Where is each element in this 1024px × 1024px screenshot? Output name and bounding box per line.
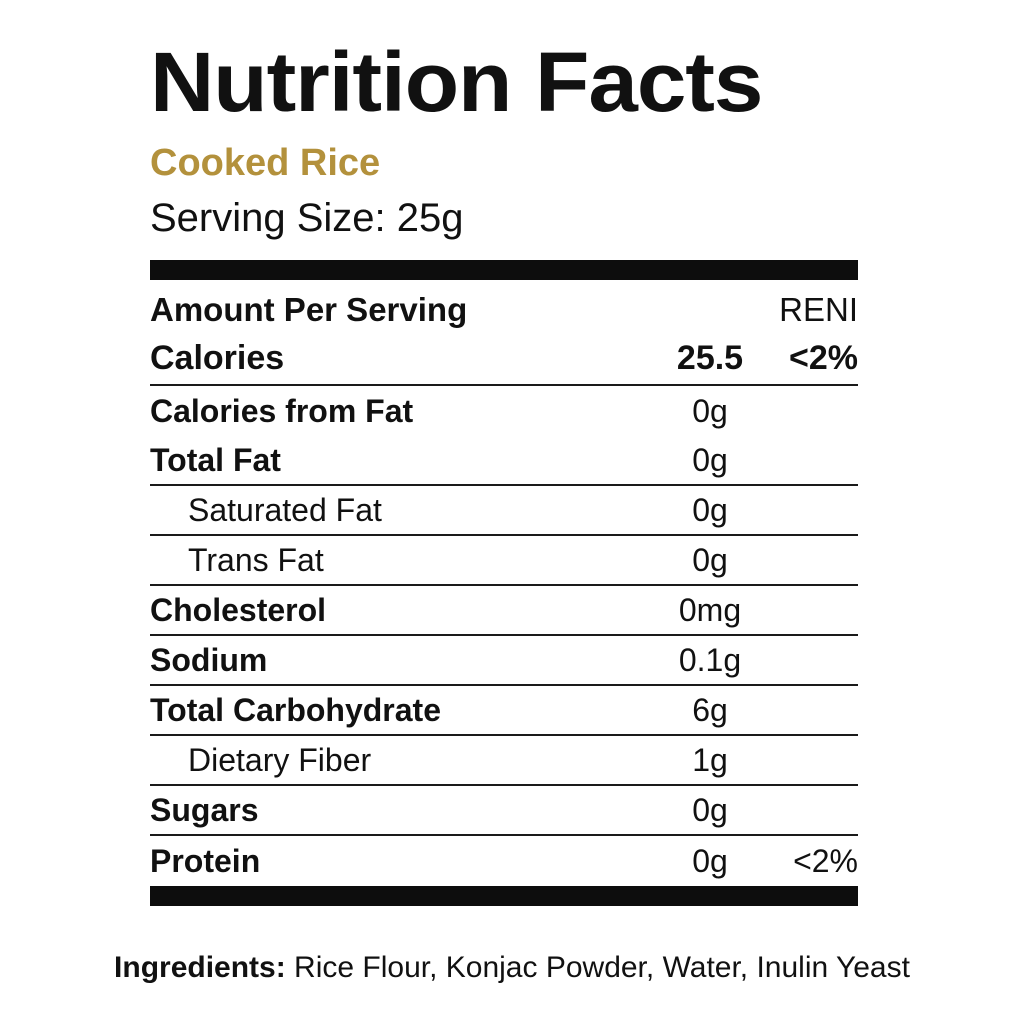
serving-size-text: Serving Size: 25g xyxy=(150,196,464,240)
page-title: Nutrition Facts xyxy=(150,35,763,129)
amount-per-serving-label: Amount Per Serving xyxy=(150,290,468,328)
table-row-calories-from-fat: Calories from Fat 0g xyxy=(150,386,858,436)
nutrient-value: 0mg xyxy=(678,592,742,628)
calories-row: Calories 25.5 <2% xyxy=(150,332,858,386)
table-header-row: Amount Per Serving RENI xyxy=(150,280,858,332)
nutrient-value: 0g xyxy=(692,393,728,429)
nutrient-label: Sodium xyxy=(150,642,268,678)
table-row-total-fat: Total Fat 0g xyxy=(150,436,858,486)
table-row-trans-fat: Trans Fat 0g xyxy=(150,536,858,586)
top-divider-bar xyxy=(150,260,858,280)
nutrient-value: 0g xyxy=(692,442,728,478)
product-name: Cooked Rice xyxy=(150,142,381,184)
table-row-saturated-fat: Saturated Fat 0g xyxy=(150,486,858,536)
ingredients-line: Ingredients: Rice Flour, Konjac Powder, … xyxy=(0,948,1024,987)
nutrient-label: Cholesterol xyxy=(150,592,327,628)
nutrient-label: Total Carbohydrate xyxy=(150,692,441,728)
nutrient-label: Calories from Fat xyxy=(150,393,414,429)
nutrient-label: Saturated Fat xyxy=(188,492,382,528)
calories-label: Calories xyxy=(150,339,285,377)
table-row-sodium: Sodium 0.1g xyxy=(150,636,858,686)
nutrient-label: Protein xyxy=(150,843,261,879)
nutrient-value: 0g xyxy=(692,792,728,828)
nutrition-facts-panel: Nutrition Facts Cooked Rice Serving Size… xyxy=(150,0,858,906)
nutrient-value: 6g xyxy=(692,692,728,728)
nutrient-label: Dietary Fiber xyxy=(188,742,372,778)
nutrient-value: 0.1g xyxy=(678,642,742,678)
bottom-divider-bar xyxy=(150,886,858,906)
table-row-sugars: Sugars 0g xyxy=(150,786,858,836)
calories-value: 25.5 xyxy=(676,339,744,377)
reni-column-header: RENI xyxy=(779,290,858,328)
nutrient-value: 0g xyxy=(692,542,728,578)
calories-reni-value: <2% xyxy=(789,339,858,377)
nutrient-value: 1g xyxy=(692,742,728,778)
table-row-dietary-fiber: Dietary Fiber 1g xyxy=(150,736,858,786)
table-row-protein: Protein 0g <2% xyxy=(150,836,858,886)
nutrient-value: 0g xyxy=(692,843,728,879)
table-row-cholesterol: Cholesterol 0mg xyxy=(150,586,858,636)
table-row-total-carbohydrate: Total Carbohydrate 6g xyxy=(150,686,858,736)
nutrient-label: Total Fat xyxy=(150,442,281,478)
nutrient-value: 0g xyxy=(692,492,728,528)
nutrient-label: Sugars xyxy=(150,792,259,828)
nutrient-label: Trans Fat xyxy=(188,542,324,578)
ingredients-label: Ingredients: xyxy=(114,951,286,984)
nutrient-reni: <2% xyxy=(793,843,858,879)
ingredients-text: Rice Flour, Konjac Powder, Water, Inulin… xyxy=(285,951,910,984)
